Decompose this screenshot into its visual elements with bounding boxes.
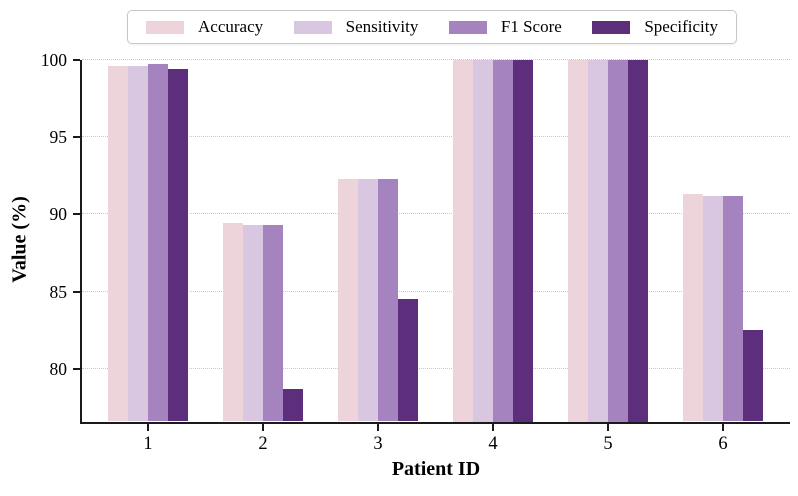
gridline <box>82 368 790 370</box>
legend-label-sensitivity: Sensitivity <box>345 17 419 36</box>
x-tick-mark <box>607 423 609 431</box>
bar-sensitivity-patient-3 <box>358 178 378 422</box>
specificity-swatch <box>592 20 631 34</box>
x-tick-label: 1 <box>143 433 153 454</box>
y-tick-mark <box>73 213 80 216</box>
bar-specificity-patient-5 <box>628 59 648 422</box>
bar-f1-score-patient-6 <box>723 195 743 422</box>
bar-f1-score-patient-4 <box>493 59 513 422</box>
legend-item-specificity: Specificity <box>592 17 718 37</box>
gridline <box>82 213 790 215</box>
legend-label-specificity: Specificity <box>644 17 718 36</box>
y-tick-mark <box>73 58 80 61</box>
bar-f1-score-patient-3 <box>378 178 398 422</box>
y-tick-label: 85 <box>49 281 68 302</box>
legend-item-f1-score: F1 Score <box>448 17 562 37</box>
bar-sensitivity-patient-5 <box>588 59 608 422</box>
x-tick-mark <box>147 423 149 431</box>
bar-specificity-patient-3 <box>398 299 418 422</box>
x-axis-spine <box>80 421 790 424</box>
x-tick-label: 2 <box>258 433 268 454</box>
bar-sensitivity-patient-1 <box>128 65 148 422</box>
y-axis-spine <box>80 59 82 424</box>
bar-accuracy-patient-1 <box>108 65 128 422</box>
gridline <box>82 58 790 60</box>
x-tick-label: 4 <box>488 433 498 454</box>
x-tick-label: 6 <box>718 433 728 454</box>
x-tick-mark <box>262 423 264 431</box>
bar-sensitivity-patient-2 <box>243 225 263 422</box>
legend: Accuracy Sensitivity F1 Score Specificit… <box>127 10 737 44</box>
y-tick-label: 95 <box>49 126 68 147</box>
legend-item-sensitivity: Sensitivity <box>293 17 419 37</box>
y-tick-mark <box>73 135 80 138</box>
bar-specificity-patient-1 <box>168 68 188 422</box>
y-tick-mark <box>73 367 80 370</box>
legend-label-accuracy: Accuracy <box>198 17 264 36</box>
x-tick-mark <box>377 423 379 431</box>
bar-accuracy-patient-2 <box>223 223 243 422</box>
bar-f1-score-patient-1 <box>148 64 168 422</box>
y-tick-label: 90 <box>49 204 68 225</box>
y-tick-mark <box>73 290 80 293</box>
x-tick-mark <box>492 423 494 431</box>
bar-accuracy-patient-3 <box>338 178 358 422</box>
x-axis-title: Patient ID <box>391 457 481 480</box>
bar-accuracy-patient-6 <box>683 194 703 422</box>
f1-score-swatch <box>448 20 487 34</box>
legend-label-f1-score: F1 Score <box>500 17 562 36</box>
bar-sensitivity-patient-4 <box>473 59 493 422</box>
bar-accuracy-patient-5 <box>568 59 588 422</box>
bar-accuracy-patient-4 <box>453 59 473 422</box>
plot-area <box>82 58 790 422</box>
x-tick-label: 5 <box>603 433 613 454</box>
bar-specificity-patient-4 <box>513 59 533 422</box>
x-tick-mark <box>722 423 724 431</box>
bar-sensitivity-patient-6 <box>703 195 723 422</box>
legend-item-accuracy: Accuracy <box>146 17 263 37</box>
y-tick-label: 100 <box>40 49 67 70</box>
y-axis-title: Value (%) <box>8 195 31 283</box>
bar-f1-score-patient-5 <box>608 59 628 422</box>
sensitivity-swatch <box>293 20 332 34</box>
bar-f1-score-patient-2 <box>263 225 283 422</box>
x-tick-label: 3 <box>373 433 383 454</box>
accuracy-swatch <box>146 20 184 34</box>
gridline <box>82 290 790 292</box>
bar-specificity-patient-2 <box>283 389 303 422</box>
gridline <box>82 136 790 138</box>
bar-specificity-patient-6 <box>743 330 763 422</box>
y-tick-label: 80 <box>49 358 68 379</box>
